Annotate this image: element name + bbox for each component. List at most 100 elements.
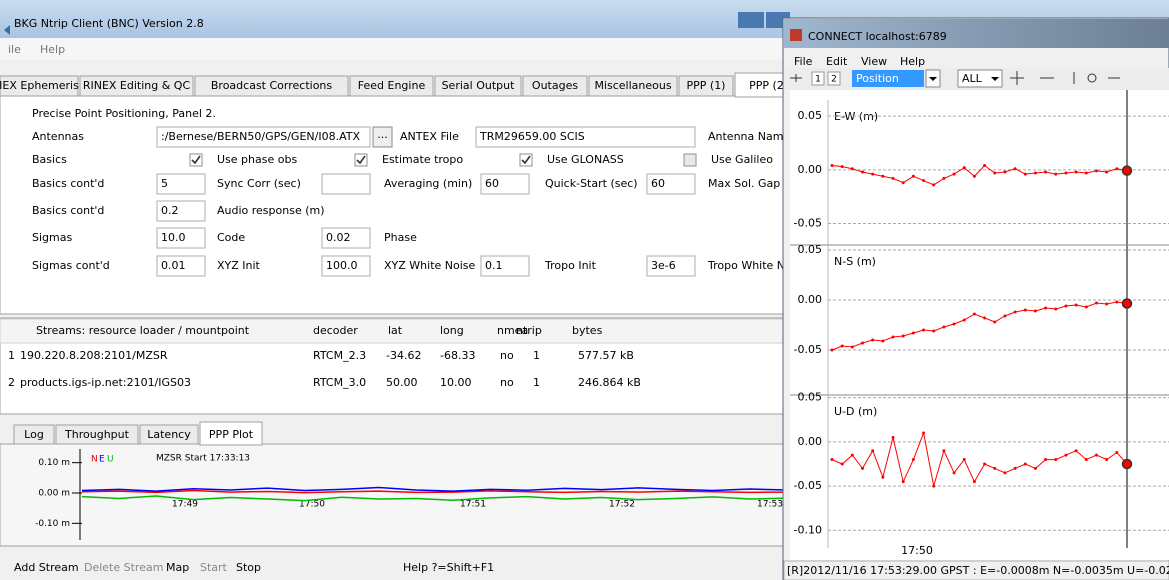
toolbar-button: Delete Stream	[84, 561, 163, 574]
plot-type-select[interactable]	[852, 70, 924, 87]
plot-label: U-D (m)	[834, 405, 877, 418]
field-value: 0.2	[161, 204, 179, 217]
tab-label: Log	[24, 428, 44, 441]
input-field[interactable]	[480, 173, 530, 195]
y-tick-label: -0.10	[794, 523, 822, 536]
table-cell: no	[500, 349, 514, 362]
window-title: BKG Ntrip Client (BNC) Version 2.8	[14, 17, 204, 30]
column-header: decoder	[313, 324, 358, 337]
tab[interactable]	[0, 75, 79, 97]
checkbox[interactable]	[354, 153, 368, 167]
data-point	[1084, 458, 1088, 462]
data-point	[911, 174, 915, 178]
tab-label: Throughput	[64, 428, 130, 441]
menu-item[interactable]: View	[861, 55, 887, 68]
toolbar-button[interactable]: Add Stream	[14, 561, 79, 574]
checkbox[interactable]	[189, 153, 203, 167]
menu-item[interactable]: File	[794, 55, 813, 68]
status-text: [R]2012/11/16 17:53:29.00 GPST : E=-0.00…	[787, 564, 1169, 577]
data-point	[1064, 304, 1068, 308]
data-point	[993, 466, 997, 470]
checkbox[interactable]	[683, 153, 697, 167]
tab[interactable]	[678, 75, 734, 97]
checkbox[interactable]	[519, 153, 533, 167]
input-field[interactable]	[156, 255, 206, 277]
field-value: 10.0	[161, 231, 186, 244]
toolbar-button[interactable]	[827, 71, 841, 86]
menu-item[interactable]: Help	[40, 43, 65, 56]
tab-label: Outages	[532, 79, 578, 92]
input-field[interactable]	[646, 173, 696, 195]
input-field[interactable]	[480, 255, 530, 277]
browse-button[interactable]	[372, 126, 393, 148]
check-mark	[356, 155, 366, 165]
data-point	[850, 345, 854, 349]
toolbar-button[interactable]: Stop	[236, 561, 261, 574]
field-value: TRM29659.00 SCIS	[479, 130, 585, 143]
input-field[interactable]	[646, 255, 696, 277]
column-header: ntrip	[516, 324, 542, 337]
data-point	[1074, 303, 1078, 307]
satellite-select[interactable]	[957, 69, 1003, 88]
checkbox-label: Use GLONASS	[547, 153, 624, 166]
data-point	[1115, 300, 1119, 304]
series-line	[831, 164, 1128, 186]
table-cell: -68.33	[440, 349, 475, 362]
arrow-icon	[991, 77, 999, 81]
tab[interactable]	[434, 75, 522, 97]
input-field[interactable]	[156, 227, 206, 249]
tab[interactable]	[55, 424, 139, 445]
data-point	[901, 334, 905, 338]
tool-icons[interactable]	[1010, 71, 1120, 85]
tab[interactable]	[588, 75, 678, 97]
tab[interactable]	[79, 75, 194, 97]
field-label: ANTEX File	[400, 130, 459, 143]
table-cell: no	[500, 376, 514, 389]
input-field[interactable]	[156, 126, 371, 148]
series-line	[81, 489, 788, 494]
tab[interactable]	[522, 75, 588, 97]
data-point	[1094, 169, 1098, 173]
data-point	[972, 312, 976, 316]
input-field[interactable]	[321, 227, 371, 249]
tab-label: Serial Output	[442, 79, 516, 92]
x-tick-label: 17:50	[299, 500, 325, 510]
menu-item[interactable]: Help	[900, 55, 925, 68]
menu-item[interactable]: ile	[8, 43, 21, 56]
data-point	[1023, 172, 1027, 176]
toolbar-button[interactable]	[811, 71, 825, 86]
table-cell: 2	[8, 376, 15, 389]
data-point	[891, 335, 895, 339]
table-cell[interactable]: 190.220.8.208:2101/MZSR	[20, 349, 168, 362]
y-tick-label: -0.10 m	[35, 519, 70, 529]
minimize-button[interactable]	[738, 12, 764, 28]
input-field[interactable]	[321, 255, 371, 277]
field-label: XYZ White Noise	[384, 259, 476, 272]
tab[interactable]	[194, 75, 349, 97]
table-cell: 1	[533, 349, 540, 362]
tool-icon[interactable]	[790, 74, 802, 82]
tab[interactable]	[349, 75, 434, 97]
input-field[interactable]	[475, 126, 696, 148]
data-point	[871, 449, 875, 453]
button-label: 1	[815, 75, 821, 85]
field-value: 60	[485, 177, 499, 190]
tab[interactable]	[139, 424, 199, 445]
field-label: Audio response (m)	[217, 204, 325, 217]
data-point	[1003, 471, 1007, 475]
field-label: Code	[217, 231, 245, 244]
input-field[interactable]	[321, 173, 371, 195]
field-value: 60	[651, 177, 665, 190]
table-cell[interactable]: products.igs-ip.net:2101/IGS03	[20, 376, 191, 389]
tab[interactable]	[13, 424, 55, 445]
tab[interactable]	[199, 421, 263, 446]
input-field[interactable]	[156, 173, 206, 195]
data-point	[1054, 307, 1058, 311]
toolbar-button[interactable]: Map	[166, 561, 189, 574]
field-label: Max Sol. Gap (	[708, 177, 788, 190]
current-point	[1121, 298, 1133, 309]
menu-item[interactable]: Edit	[826, 55, 848, 68]
input-field[interactable]	[156, 200, 206, 222]
tab-label: Broadcast Corrections	[211, 79, 333, 92]
data-point	[881, 475, 885, 479]
